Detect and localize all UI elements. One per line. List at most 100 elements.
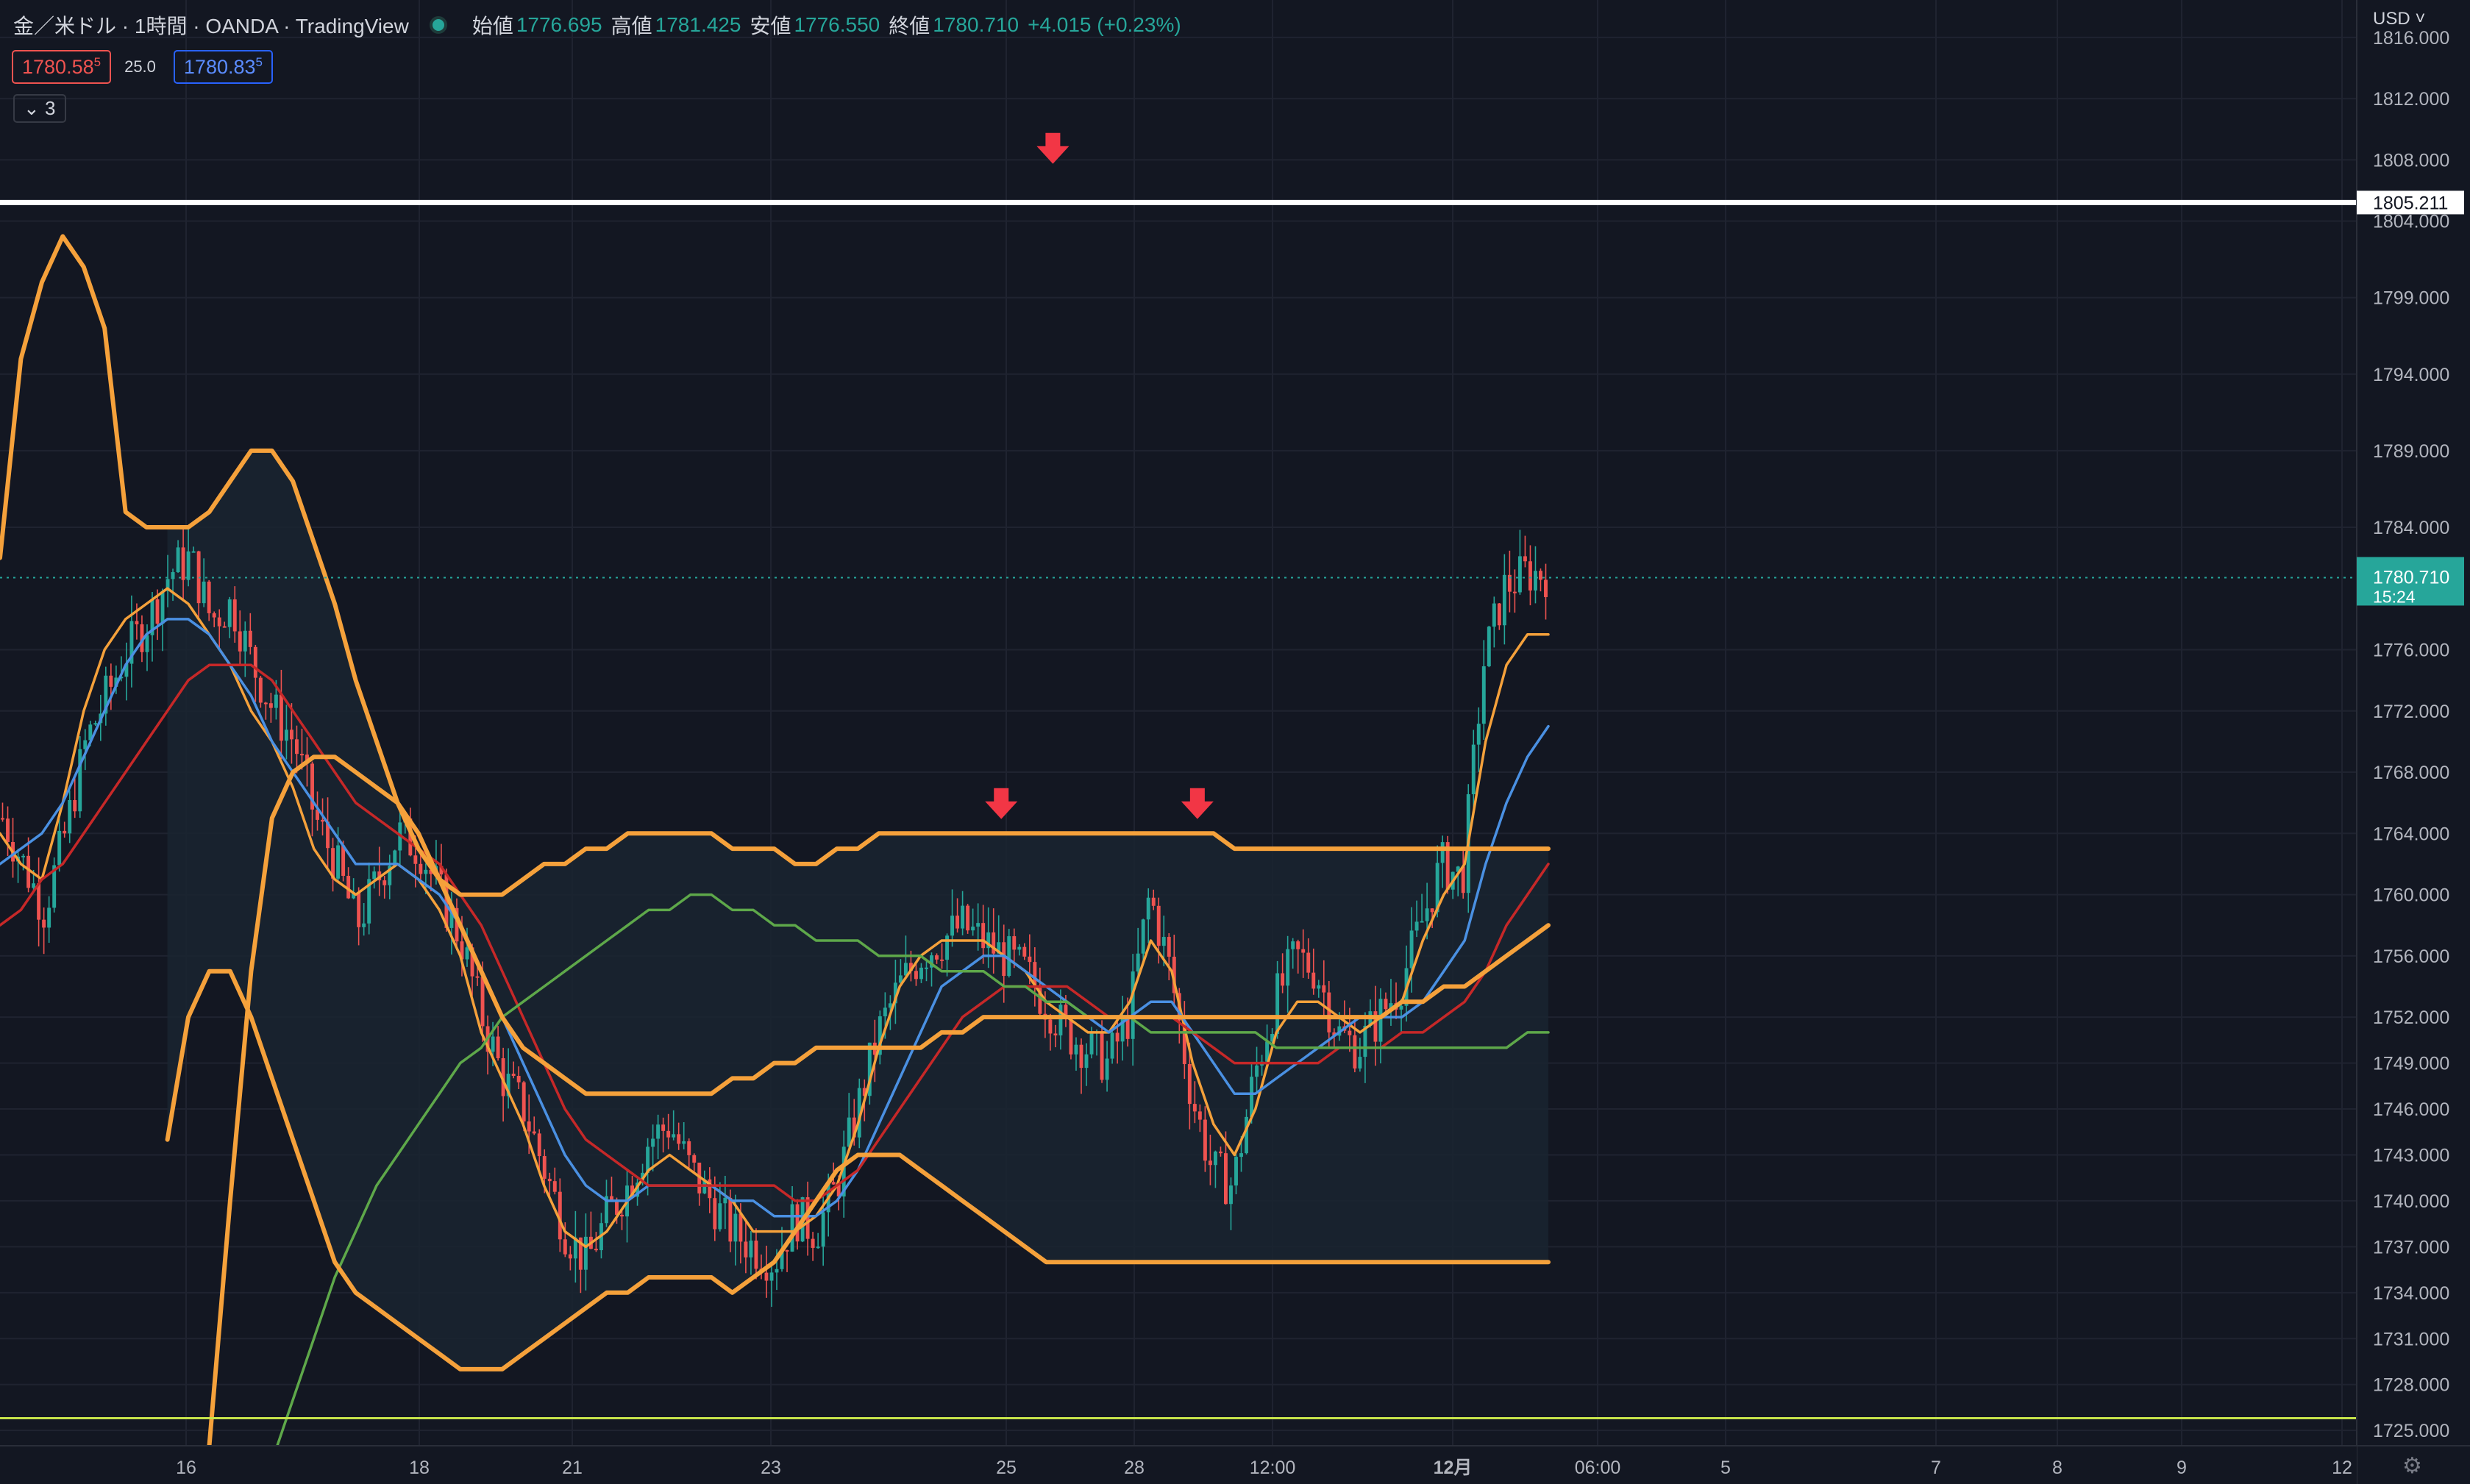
candle-body [1389, 1003, 1393, 1010]
time-tick-label: 18 [409, 1458, 430, 1478]
candle-body [532, 1131, 536, 1134]
time-tick-label: 5 [1720, 1458, 1731, 1478]
candle-body [1528, 561, 1532, 591]
candle-body [83, 740, 88, 749]
time-axis[interactable]: 16 18 21 23 25 28 12:00 12月 06:00 5 7 8 9 12 [0, 1445, 2470, 1484]
candle-body [573, 1237, 577, 1259]
price-tick-label: 1746.000 [2373, 1099, 2449, 1120]
candle-body [522, 1082, 526, 1121]
candle-body [32, 883, 36, 888]
price-tick-label: 1776.000 [2373, 641, 2449, 661]
candle-body [966, 905, 970, 931]
candle-body [6, 818, 10, 843]
candle-body [140, 624, 144, 652]
candle-body [615, 1201, 619, 1215]
candle-body [847, 1117, 851, 1147]
candle-body [145, 635, 149, 652]
buy-button[interactable]: 1780.835 [173, 50, 273, 84]
candlestick-series [1, 527, 1548, 1308]
candle-body [1172, 956, 1176, 994]
candle-body [367, 879, 371, 924]
candle-body [971, 927, 975, 931]
price-tick-label: 1804.000 [2373, 212, 2449, 232]
candle-body [1440, 842, 1445, 863]
candle-body [1033, 962, 1037, 988]
candle-body [852, 1117, 856, 1138]
candle-body [749, 1240, 753, 1258]
price-tick-label: 1816.000 [2373, 28, 2449, 49]
open-label: 始値 [471, 15, 513, 38]
bollinger_upper_inner-line [207, 755, 1551, 1448]
candle-body [1245, 1116, 1248, 1154]
candle-body [733, 1213, 738, 1242]
price-axis[interactable]: 1816.000 1812.000 1808.000 1804.000 1799.000… [2356, 0, 2470, 1484]
candle-body [316, 809, 319, 820]
chevron-down-icon: ˅ [2410, 9, 2426, 29]
candle-body [1301, 949, 1306, 953]
candle-body [1420, 921, 1424, 923]
candle-body [1161, 937, 1166, 946]
candle-body [677, 1134, 681, 1144]
time-axis-background [0, 1446, 2357, 1484]
candle-body [821, 1212, 825, 1247]
symbol-title[interactable]: 金／米ドル · 1時間 · OANDA · TradingView [13, 15, 409, 38]
candle-body [764, 1272, 769, 1281]
candle-body [744, 1241, 748, 1258]
candle-body [429, 869, 433, 874]
candle-body [1203, 1119, 1207, 1161]
indicators-toggle-button[interactable]: ⌄ 3 [13, 94, 66, 123]
buy-price: 1780.83 [183, 56, 256, 78]
time-tick-label: 12 [2332, 1458, 2352, 1478]
candle-body [997, 942, 1001, 954]
candle-body [935, 955, 939, 960]
market-status-icon [429, 16, 447, 34]
candle-body [1358, 1057, 1362, 1069]
candle-body [1197, 1111, 1202, 1120]
candle-body [1517, 556, 1522, 593]
candle-body [227, 599, 232, 627]
candle-body [284, 729, 288, 741]
candle-body [346, 876, 351, 899]
candle-body [470, 947, 474, 977]
price-tick-label: 1764.000 [2373, 824, 2449, 844]
currency-selector[interactable]: USD ˅ [2373, 9, 2425, 29]
bollinger-band-area [167, 450, 1548, 1369]
chevron-down-icon: ⌄ [24, 97, 40, 119]
candle-body [1461, 866, 1465, 893]
candle-body [651, 1138, 655, 1147]
quote-panel: 1780.585 25.0 1780.835 [12, 50, 273, 84]
candle-body [1084, 1054, 1089, 1069]
down-arrow-icon [985, 788, 1018, 819]
candle-body [1022, 946, 1027, 957]
gear-icon[interactable]: ⚙ [2402, 1454, 2422, 1478]
candle-body [888, 1003, 892, 1008]
bollinger_lower-line [165, 968, 1551, 1371]
close-label: 終値 [889, 15, 930, 38]
candle-body [955, 916, 960, 929]
candle-body [480, 977, 485, 1027]
candle-body [114, 677, 118, 687]
candle-body [903, 963, 908, 976]
candle-body [769, 1272, 774, 1281]
price-tick-label: 1743.000 [2373, 1145, 2449, 1166]
candle-body [511, 1074, 516, 1077]
candle-body [1028, 956, 1032, 963]
sell-button[interactable]: 1780.585 [12, 50, 112, 84]
candle-body [439, 866, 444, 875]
time-tick-label: 16 [176, 1458, 196, 1478]
candle-body [976, 923, 980, 927]
time-tick-label: 8 [2052, 1458, 2063, 1478]
candle-body [1069, 1019, 1073, 1055]
sell-price-fraction: 5 [93, 55, 102, 69]
candle-body [1476, 724, 1481, 745]
candle-body [636, 1182, 640, 1197]
candle-body [258, 677, 263, 703]
candle-body [496, 1036, 500, 1058]
candle-body [1425, 908, 1429, 921]
price-tick-label: 1749.000 [2373, 1054, 2449, 1074]
candle-body [945, 935, 950, 960]
price-tick-label: 1734.000 [2373, 1283, 2449, 1304]
candle-body [708, 1179, 712, 1199]
candle-body [191, 551, 196, 553]
